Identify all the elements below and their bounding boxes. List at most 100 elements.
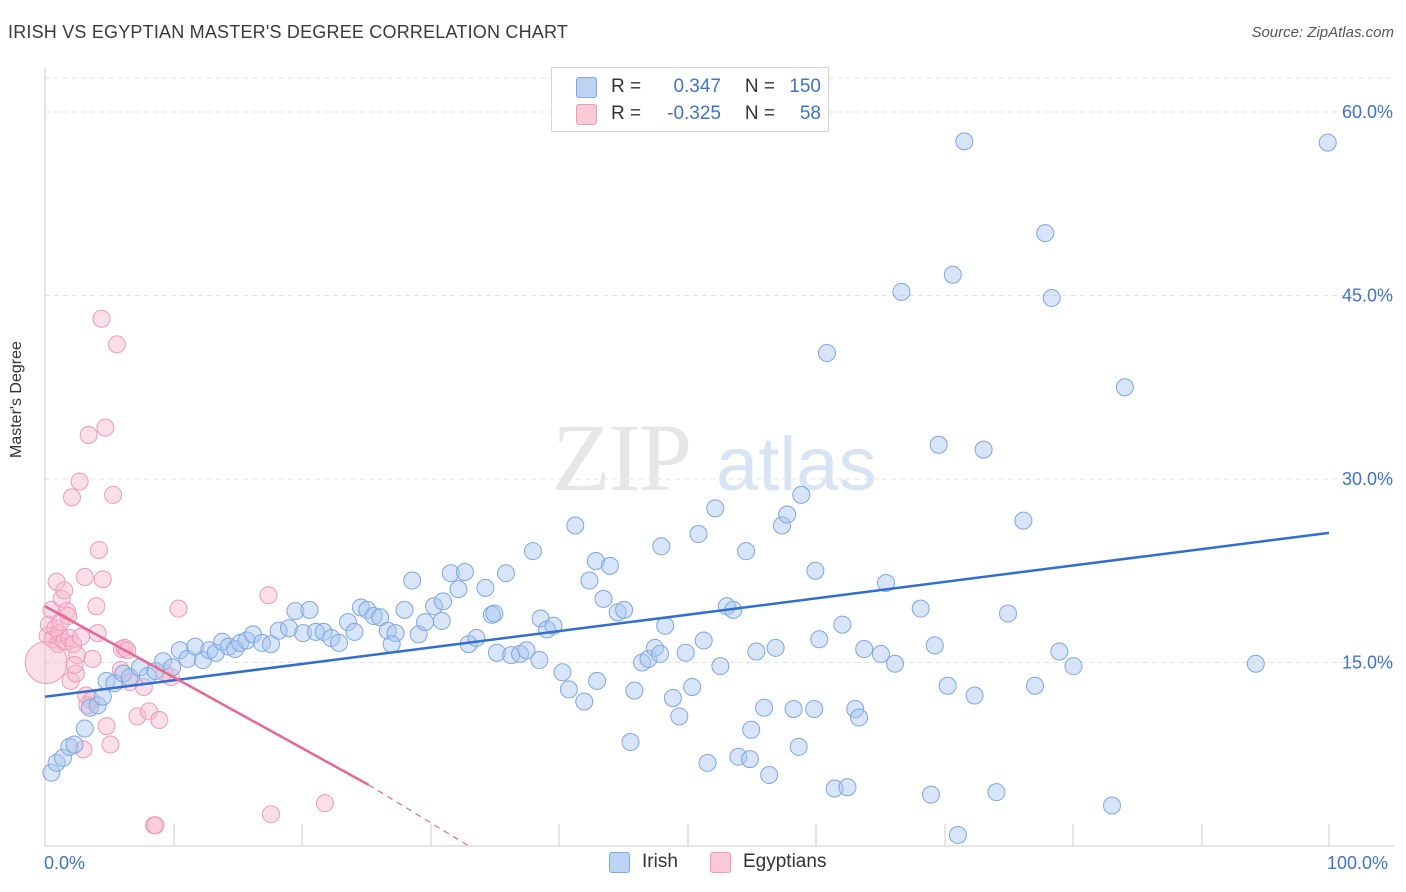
irish-point [517, 641, 536, 660]
y-tick-label: 60.0% [1342, 102, 1393, 122]
correlation-legend: R = 0.347 N = 150 R = -0.325 N = 58 [551, 67, 829, 132]
series-legend-egyptians[interactable]: Egyptians [710, 851, 826, 873]
regression-lines [44, 531, 1330, 847]
irish-point [403, 571, 422, 590]
legend-r-value: -0.325 [667, 103, 721, 124]
irish-point [656, 616, 675, 635]
irish-point [1318, 133, 1337, 152]
irish-point [886, 654, 905, 673]
irish-point [663, 688, 682, 707]
irish-point [75, 719, 94, 738]
legend-r-label: R = [611, 103, 642, 124]
irish-point [186, 637, 205, 656]
irish-point [339, 613, 358, 632]
egyptians-point [74, 740, 93, 759]
irish-point [871, 644, 890, 663]
irish-point [154, 652, 173, 671]
irish-point [999, 604, 1017, 623]
irish-point [645, 638, 664, 657]
series-legend-irish[interactable]: Irish [609, 851, 678, 873]
irish-point [1036, 224, 1055, 243]
irish-point [345, 622, 364, 641]
legend-n-label: N = [744, 103, 775, 124]
irish-point [60, 737, 79, 756]
egyptians-point [78, 696, 97, 715]
egyptians-point [104, 485, 123, 504]
irish-point [294, 624, 313, 643]
irish-point [279, 619, 298, 638]
irish-point [778, 505, 797, 524]
legend-swatch-egyptians [576, 103, 597, 125]
irish-point [676, 643, 695, 662]
irish-point [792, 485, 811, 504]
irish-point [1246, 654, 1265, 673]
irish-point [766, 638, 785, 657]
irish-point [1050, 642, 1069, 661]
egyptians-point [87, 597, 106, 616]
irish-point [737, 542, 756, 561]
egyptians-point [89, 540, 108, 559]
irish-point [416, 613, 435, 632]
irish-points [42, 132, 1337, 844]
irish-point [252, 633, 271, 652]
egyptians-point [64, 635, 83, 654]
irish-point [925, 636, 944, 655]
irish-point [838, 778, 857, 797]
irish-point [467, 629, 486, 648]
egyptians-point [75, 567, 94, 586]
irish-point [575, 692, 594, 711]
egyptians-point [150, 710, 169, 729]
series-label-egyptians: Egyptians [743, 851, 827, 872]
egyptians-point [101, 735, 120, 754]
irish-point [742, 720, 761, 739]
irish-point [651, 644, 670, 663]
irish-point [530, 651, 549, 670]
irish-point [911, 599, 930, 618]
irish-point [706, 499, 725, 518]
egyptians-point [259, 586, 278, 605]
irish-point [810, 630, 829, 649]
legend-n-value: 150 [789, 76, 821, 97]
irish-point [306, 622, 325, 641]
series-swatch-egyptians [710, 851, 731, 873]
irish-point [588, 671, 607, 690]
watermark-atlas: atlas [716, 422, 877, 507]
irish-point [286, 602, 305, 621]
egyptians-point [146, 816, 165, 835]
irish-point [476, 578, 495, 597]
egyptians-regression-line [44, 605, 370, 786]
egyptians-point [24, 641, 68, 684]
irish-point [621, 733, 640, 752]
irish-point [817, 343, 836, 362]
irish-point [364, 607, 383, 626]
chart-source: Source: ZipAtlas.com [1251, 24, 1394, 41]
egyptians-point [51, 613, 70, 632]
irish-point [434, 592, 453, 611]
legend-r-value: 0.347 [673, 76, 721, 97]
irish-point [825, 779, 844, 798]
watermark-zip: ZIP [552, 404, 690, 511]
irish-point [784, 699, 803, 718]
irish-point [261, 635, 280, 654]
egyptians-point [97, 717, 116, 736]
egyptians-point [83, 649, 102, 668]
irish-point [639, 649, 658, 668]
irish-point [943, 265, 962, 284]
irish-point [487, 643, 506, 662]
irish-point [1014, 511, 1033, 530]
irish-point [694, 631, 713, 650]
irish-point [615, 600, 634, 619]
egyptians-point [315, 794, 334, 813]
y-tick-label: 30.0% [1342, 469, 1393, 489]
irish-point [683, 677, 702, 696]
irish-point [523, 542, 542, 561]
egyptians-point [107, 335, 126, 354]
irish-point [395, 600, 414, 619]
irish-point [846, 699, 865, 718]
axes [44, 68, 1394, 847]
irish-point [425, 597, 444, 616]
irish-point [88, 696, 107, 715]
irish-point [1025, 676, 1044, 695]
irish-point [747, 642, 766, 661]
irish-point [386, 624, 405, 643]
